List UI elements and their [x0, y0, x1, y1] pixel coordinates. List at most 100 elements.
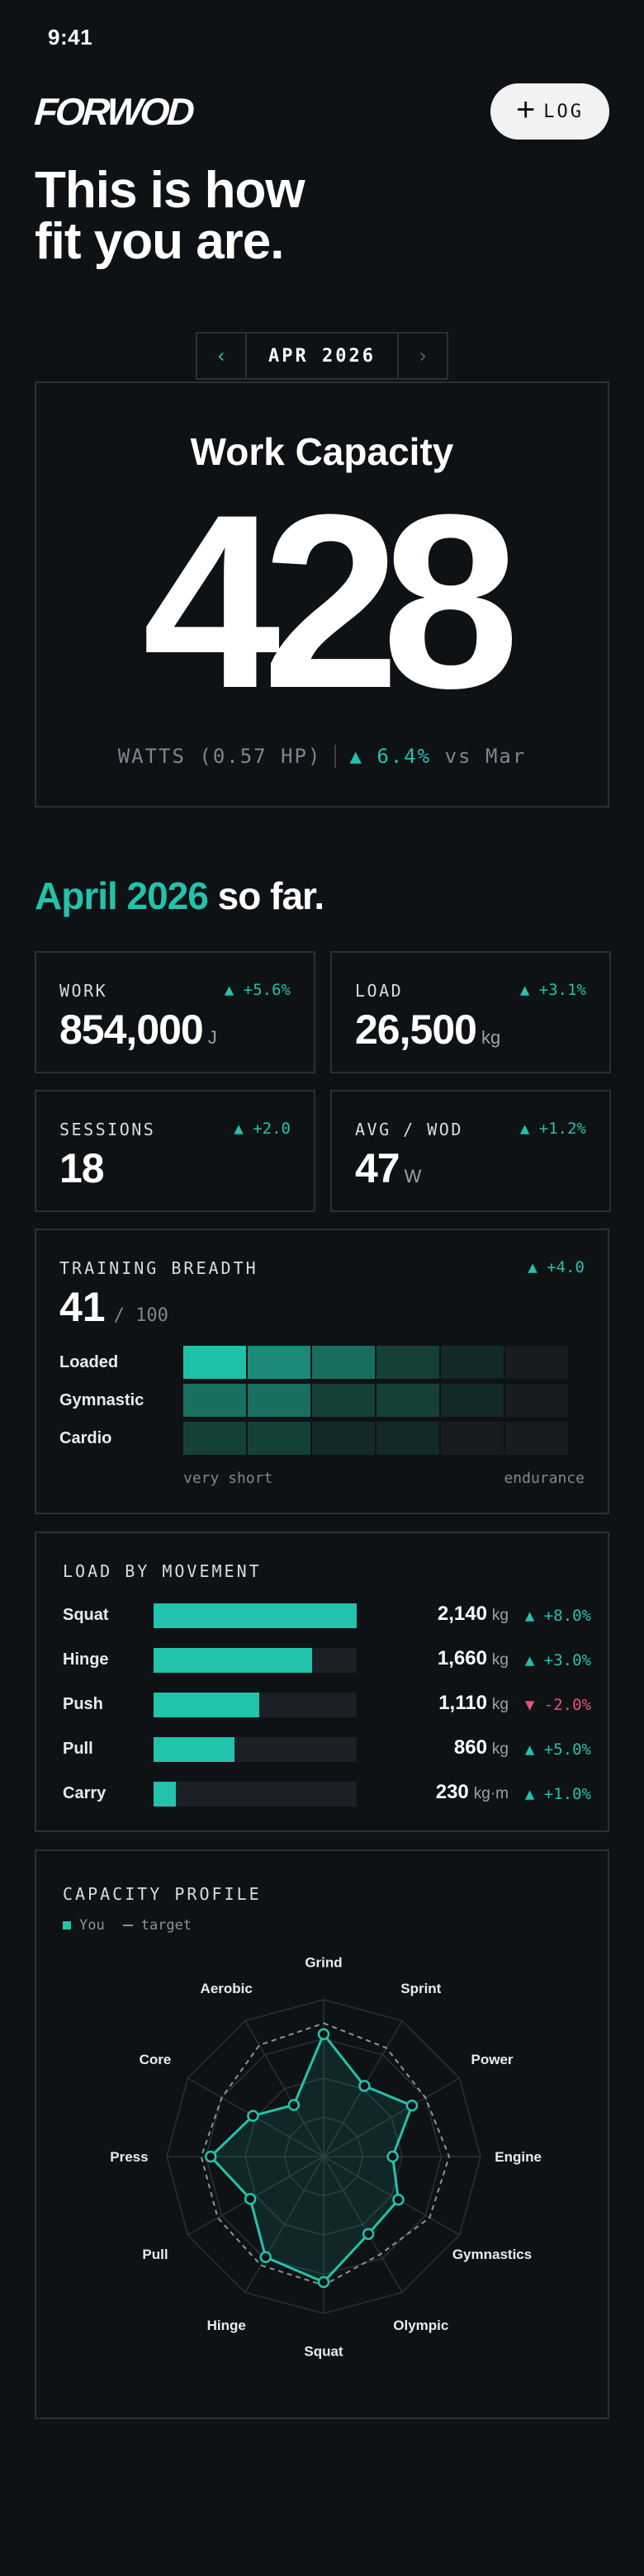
movement-unit: kg: [491, 1607, 509, 1624]
movement-bar: [154, 1782, 177, 1807]
radar-axis-label: Pull: [142, 2247, 168, 2262]
heatmap-cell: [312, 1346, 375, 1379]
work-capacity-value: 428: [142, 462, 520, 740]
movement-name: Pull: [63, 1740, 93, 1758]
load-by-movement-label: LOAD BY MOVEMENT: [63, 1561, 262, 1581]
movement-row-push: Push 1,110 kg ▼ -2.0%: [63, 1692, 591, 1718]
stat-value: 26,500 kg: [355, 1006, 500, 1054]
movement-name: Hinge: [63, 1650, 109, 1669]
movement-unit: kg: [491, 1740, 509, 1758]
radar-spoke: [323, 2156, 403, 2293]
training-breadth-value: 41: [59, 1284, 106, 1330]
radar-axis-label: Gymnastics: [452, 2247, 532, 2262]
movement-bar: [154, 1693, 259, 1717]
stat-label: AVG / WOD: [355, 1120, 463, 1139]
radar-axis-label: Press: [110, 2149, 148, 2165]
movement-number: 1,110: [438, 1692, 487, 1714]
you-series-point: [317, 2028, 330, 2041]
capacity-profile-legend: You target: [63, 1917, 192, 1934]
stat-unit: J: [207, 1027, 217, 1048]
movement-bar: [154, 1603, 357, 1628]
log-button-label: LOG: [543, 101, 585, 122]
legend-you-label: You: [79, 1917, 105, 1934]
radar-spoke: [323, 2077, 460, 2157]
stat-delta: ▲ +2.0: [234, 1120, 291, 1138]
legend-you-swatch: [63, 1921, 71, 1930]
load-by-movement-card[interactable]: LOAD BY MOVEMENT Squat 2,140 kg ▲ +8.0% Hing…: [35, 1532, 609, 1832]
movement-value: 2,140 kg: [368, 1603, 509, 1626]
log-button[interactable]: + LOG: [490, 83, 609, 140]
movement-delta: ▼ -2.0%: [524, 1696, 591, 1714]
legend-target-swatch: [122, 1925, 133, 1926]
stat-label: WORK: [59, 981, 108, 1001]
stat-card-load[interactable]: LOAD ▲ +3.1% 26,500 kg: [330, 951, 611, 1073]
movement-name: Push: [63, 1695, 103, 1713]
movement-delta: ▲ +5.0%: [524, 1740, 591, 1759]
you-series-point: [405, 2100, 419, 2112]
stat-card-work[interactable]: WORK ▲ +5.6% 854,000 J: [35, 951, 315, 1073]
month-selector: ‹ APR 2026 ›: [196, 332, 448, 380]
radar-axis-label: Squat: [304, 2344, 343, 2360]
radar-axis-label: Sprint: [400, 1981, 441, 1996]
training-breadth-card[interactable]: TRAINING BREADTH ▲ +4.0 41 / 100 Loaded G…: [35, 1229, 609, 1514]
movement-bar: [154, 1648, 312, 1673]
stat-delta: ▲ +3.1%: [519, 981, 586, 999]
heatmap-row-label: Gymnastic: [59, 1390, 144, 1409]
radar-spoke: [244, 2020, 324, 2157]
heatmap-row-gymnastic: Gymnastic: [59, 1384, 588, 1417]
movement-delta: ▲ +1.0%: [524, 1785, 591, 1803]
heatmap-cell: [312, 1422, 375, 1455]
plus-icon: +: [515, 92, 536, 128]
period-heading: April 2026 so far.: [35, 874, 324, 918]
you-series-point: [247, 2110, 259, 2122]
radar-axis-label: Power: [471, 2052, 514, 2067]
movement-number: 230: [435, 1781, 469, 1803]
heatmap-cell: [248, 1346, 310, 1379]
stat-number: 47: [355, 1145, 400, 1191]
heatmap-cell: [183, 1384, 246, 1417]
heatmap-cell: [505, 1346, 568, 1379]
radar-axis-label: Engine: [495, 2149, 542, 2165]
radar-axis-label: Core: [140, 2052, 172, 2067]
heatmap-axis-left: very short: [183, 1470, 273, 1487]
heatmap-cells: [183, 1346, 568, 1379]
heatmap-cell: [248, 1422, 310, 1455]
movement-name: Carry: [63, 1784, 107, 1802]
movement-number: 1,660: [437, 1647, 487, 1669]
movement-value: 230 kg·m: [368, 1781, 509, 1804]
you-series-point: [392, 2194, 405, 2206]
page-title-line-1: This is how: [35, 162, 305, 219]
movement-name: Squat: [63, 1606, 109, 1624]
next-month-button[interactable]: ›: [397, 334, 447, 378]
heatmap-axis-right: endurance: [504, 1470, 585, 1487]
movement-row-carry: Carry 230 kg·m ▲ +1.0%: [63, 1781, 591, 1807]
stat-card-avg-wod[interactable]: AVG / WOD ▲ +1.2% 47 W: [330, 1090, 611, 1212]
heatmap-row-label: Cardio: [59, 1428, 112, 1447]
work-capacity-delta: ▲ 6.4%: [349, 745, 432, 768]
heatmap-cell: [441, 1346, 504, 1379]
stat-card-sessions[interactable]: SESSIONS ▲ +2.0 18: [35, 1090, 315, 1212]
movement-number: 2,140: [437, 1603, 487, 1625]
legend-target-label: target: [140, 1917, 192, 1934]
movement-number: 860: [453, 1736, 487, 1759]
stat-delta: ▲ +1.2%: [519, 1120, 586, 1138]
app-logo: FORWOD: [33, 90, 194, 133]
heatmap-row-loaded: Loaded: [59, 1346, 588, 1379]
movement-unit: kg·m: [473, 1785, 509, 1802]
page-title-line-2: fit you are.: [35, 213, 285, 270]
you-series-point: [204, 2150, 217, 2163]
heatmap-row-label: Loaded: [59, 1352, 119, 1371]
movement-delta: ▲ +8.0%: [524, 1607, 591, 1625]
previous-month-button[interactable]: ‹: [197, 334, 247, 378]
training-breadth-label: TRAINING BREADTH: [59, 1258, 258, 1278]
movement-bar: [154, 1737, 235, 1762]
heatmap-cell: [183, 1422, 246, 1455]
you-series-point: [317, 2275, 330, 2289]
heatmap-cell: [441, 1422, 504, 1455]
work-capacity-unit: WATTS (0.57 HP): [117, 745, 322, 768]
radar-spoke: [244, 2156, 324, 2293]
radar-spoke: [323, 2156, 460, 2236]
stat-unit: kg: [481, 1027, 501, 1048]
capacity-profile-card[interactable]: CAPACITY PROFILE You target Grind Sprint P…: [35, 1849, 609, 2419]
